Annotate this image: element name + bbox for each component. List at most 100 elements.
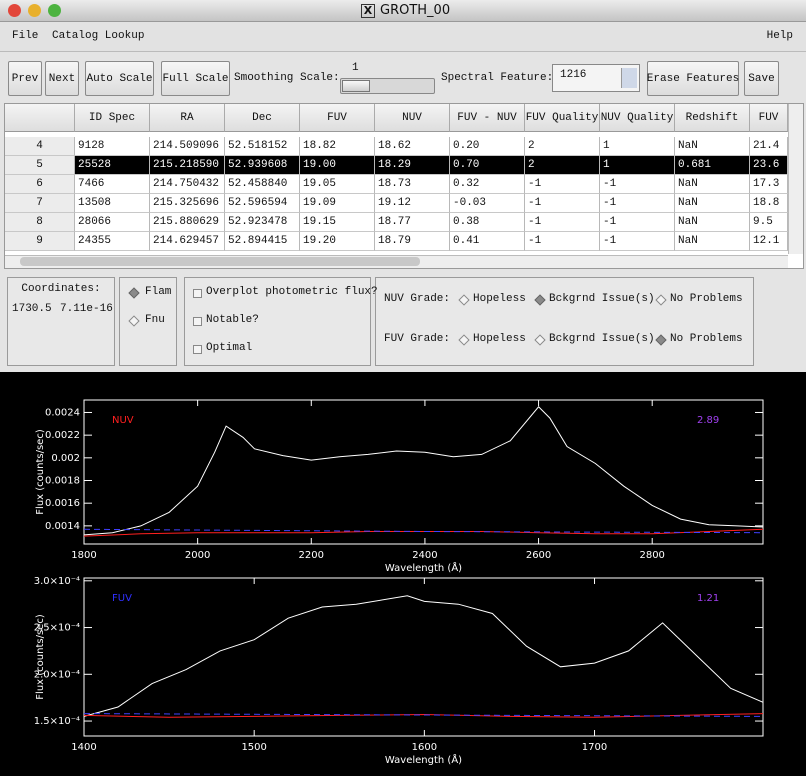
table-cell[interactable]: 1 xyxy=(600,156,675,175)
table-cell[interactable]: 52.894415 xyxy=(225,232,300,251)
table-cell[interactable]: 18.77 xyxy=(375,213,450,232)
toolbar-button[interactable]: Prev xyxy=(8,61,42,96)
table-cell[interactable]: NaN xyxy=(675,194,750,213)
table-cell[interactable]: -1 xyxy=(600,213,675,232)
toolbar-button[interactable]: Save xyxy=(744,61,779,96)
slider-thumb[interactable] xyxy=(342,80,370,92)
flag-checkbox[interactable] xyxy=(193,345,202,354)
column-header[interactable]: Redshift xyxy=(675,104,750,132)
table-cell[interactable]: 52.939608 xyxy=(225,156,300,175)
table-cell[interactable]: 19.20 xyxy=(300,232,375,251)
table-cell[interactable]: 18.62 xyxy=(375,137,450,156)
minimize-button[interactable] xyxy=(28,4,41,17)
table-cell[interactable]: 214.629457 xyxy=(150,232,225,251)
table-cell[interactable]: 9.5 xyxy=(750,213,788,232)
table-cell[interactable]: 0.41 xyxy=(450,232,525,251)
row-label[interactable]: 4 xyxy=(5,137,75,156)
menu-item[interactable]: Help xyxy=(766,30,793,42)
grade-option[interactable]: Bckgrnd Issue(s) xyxy=(549,333,655,345)
table-cell[interactable]: -1 xyxy=(600,175,675,194)
column-header[interactable]: NUV xyxy=(375,104,450,132)
table-cell[interactable]: NaN xyxy=(675,232,750,251)
column-header[interactable]: NUV Quality xyxy=(600,104,675,132)
flag-label[interactable]: Notable? xyxy=(206,314,259,326)
table-cell[interactable]: 25528 xyxy=(75,156,150,175)
table-cell[interactable]: 18.73 xyxy=(375,175,450,194)
unit-label[interactable]: Fnu xyxy=(145,314,165,326)
table-cell[interactable]: 1 xyxy=(600,137,675,156)
table-cell[interactable]: 19.12 xyxy=(375,194,450,213)
flag-checkbox[interactable] xyxy=(193,289,202,298)
flag-checkbox[interactable] xyxy=(193,317,202,326)
column-header[interactable]: FUV Quality xyxy=(525,104,600,132)
column-header[interactable]: ID Spec xyxy=(75,104,150,132)
v-scrollbar[interactable] xyxy=(788,104,803,254)
table-cell[interactable]: 214.750432 xyxy=(150,175,225,194)
row-label[interactable]: 9 xyxy=(5,232,75,251)
table-cell[interactable]: -1 xyxy=(525,213,600,232)
column-header[interactable]: RA xyxy=(150,104,225,132)
table-cell[interactable]: 12.1 xyxy=(750,232,788,251)
table-cell[interactable]: 215.880629 xyxy=(150,213,225,232)
table-cell[interactable]: 0.32 xyxy=(450,175,525,194)
table-cell[interactable]: 17.3 xyxy=(750,175,788,194)
column-header[interactable]: FUV - NUV xyxy=(450,104,525,132)
table-cell[interactable]: 52.596594 xyxy=(225,194,300,213)
table-cell[interactable]: -1 xyxy=(600,194,675,213)
table-cell[interactable]: -1 xyxy=(525,175,600,194)
h-scroll-thumb[interactable] xyxy=(20,257,420,266)
table-cell[interactable]: NaN xyxy=(675,213,750,232)
close-button[interactable] xyxy=(8,4,21,17)
table-cell[interactable]: 19.00 xyxy=(300,156,375,175)
table-cell[interactable]: 52.458840 xyxy=(225,175,300,194)
table-cell[interactable]: 0.38 xyxy=(450,213,525,232)
toolbar-button[interactable]: Full Scale xyxy=(161,61,230,96)
menu-item[interactable]: Catalog Lookup xyxy=(52,30,145,42)
table-cell[interactable]: 0.70 xyxy=(450,156,525,175)
table-cell[interactable]: 19.05 xyxy=(300,175,375,194)
table-cell[interactable]: 18.79 xyxy=(375,232,450,251)
grade-option[interactable]: Bckgrnd Issue(s) xyxy=(549,293,655,305)
table-cell[interactable]: 0.20 xyxy=(450,137,525,156)
table-cell[interactable]: -1 xyxy=(525,232,600,251)
table-cell[interactable]: 21.4 xyxy=(750,137,788,156)
grade-option[interactable]: No Problems xyxy=(670,333,743,345)
table-cell[interactable]: 52.518152 xyxy=(225,137,300,156)
row-label[interactable]: 6 xyxy=(5,175,75,194)
table-cell[interactable]: 2 xyxy=(525,137,600,156)
table-cell[interactable]: 214.509096 xyxy=(150,137,225,156)
table-cell[interactable]: 18.82 xyxy=(300,137,375,156)
toolbar-button[interactable]: Next xyxy=(45,61,79,96)
toolbar-button[interactable]: Erase Features xyxy=(647,61,739,96)
row-label[interactable]: 5 xyxy=(5,156,75,175)
table-cell[interactable]: 24355 xyxy=(75,232,150,251)
table-cell[interactable]: -0.03 xyxy=(450,194,525,213)
combo-arrow[interactable] xyxy=(621,68,637,88)
column-header[interactable]: Dec xyxy=(225,104,300,132)
row-label[interactable]: 8 xyxy=(5,213,75,232)
table-cell[interactable]: 215.325696 xyxy=(150,194,225,213)
column-header[interactable]: FUV xyxy=(300,104,375,132)
table-cell[interactable]: 0.681 xyxy=(675,156,750,175)
table-cell[interactable]: -1 xyxy=(600,232,675,251)
feature-value[interactable]: 1216 xyxy=(560,69,587,81)
toolbar-button[interactable]: Auto Scale xyxy=(85,61,154,96)
table-cell[interactable]: 7466 xyxy=(75,175,150,194)
table-cell[interactable]: 28066 xyxy=(75,213,150,232)
table-cell[interactable]: 18.8 xyxy=(750,194,788,213)
table-cell[interactable]: 13508 xyxy=(75,194,150,213)
table-cell[interactable]: NaN xyxy=(675,137,750,156)
zoom-button[interactable] xyxy=(48,4,61,17)
table-cell[interactable]: 2 xyxy=(525,156,600,175)
row-label[interactable]: 7 xyxy=(5,194,75,213)
flag-label[interactable]: Optimal xyxy=(206,342,253,354)
grade-option[interactable]: Hopeless xyxy=(473,333,526,345)
table-cell[interactable]: 9128 xyxy=(75,137,150,156)
table-cell[interactable]: 18.29 xyxy=(375,156,450,175)
flag-label[interactable]: Overplot photometric flux? xyxy=(206,286,378,298)
table-cell[interactable]: 23.6 xyxy=(750,156,788,175)
grade-option[interactable]: Hopeless xyxy=(473,293,526,305)
unit-label[interactable]: Flam xyxy=(145,286,172,298)
table-cell[interactable]: NaN xyxy=(675,175,750,194)
table-cell[interactable]: 215.218590 xyxy=(150,156,225,175)
